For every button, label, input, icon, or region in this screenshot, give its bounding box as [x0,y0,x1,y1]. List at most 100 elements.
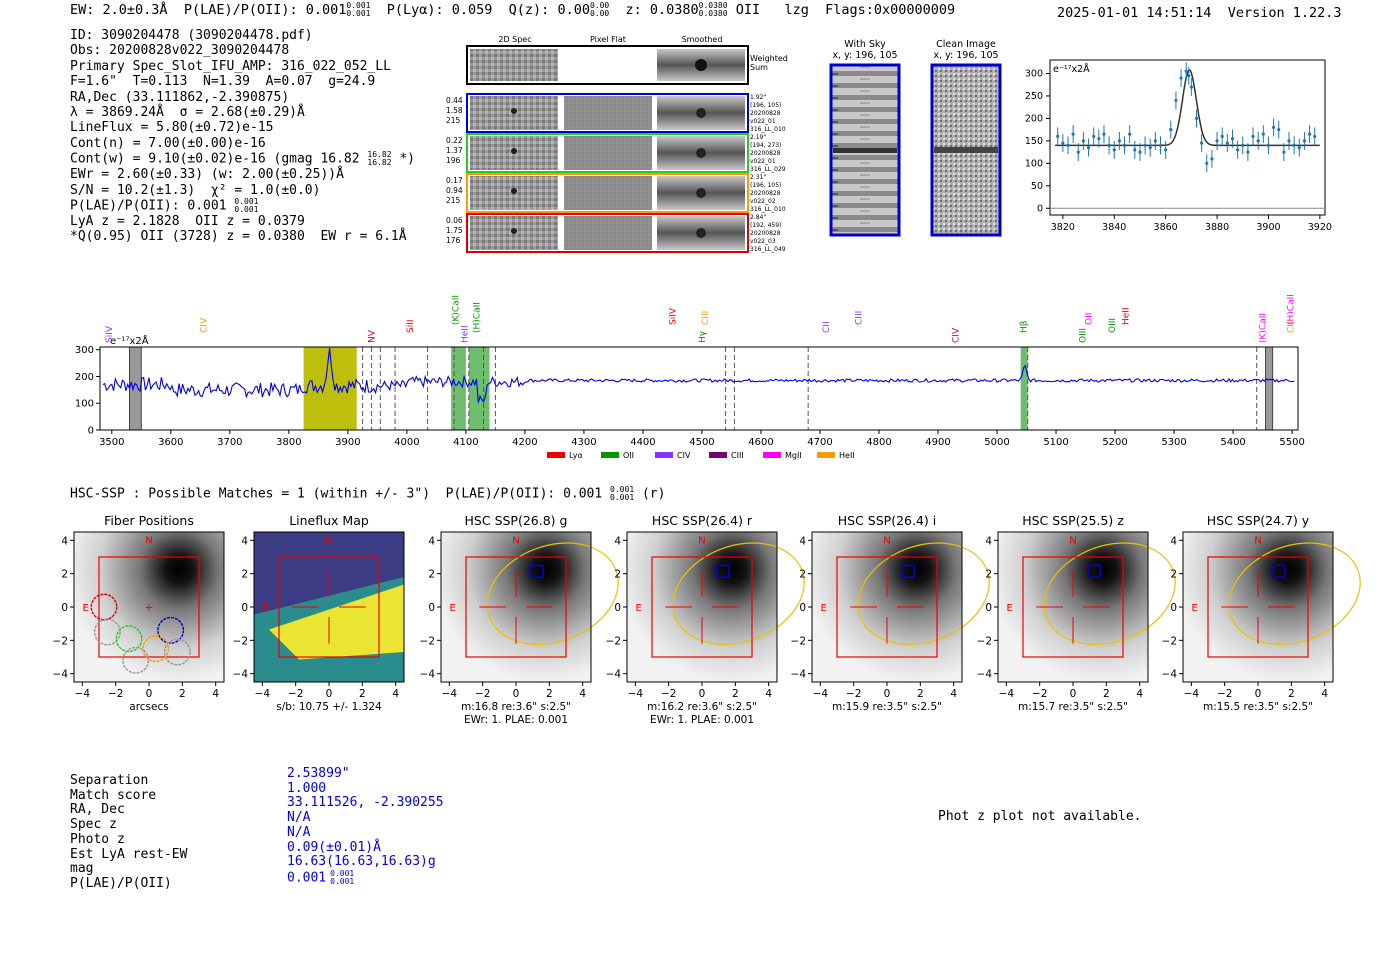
stamp-aperture-ellipse [1043,542,1176,645]
cutout-row-pixelflat [564,216,652,250]
cutout-row-left-value: 1.75 [446,226,463,235]
fit-data-point [1302,139,1307,143]
fit-data-point [1169,128,1173,132]
image-stamps: Fiber Positions + N E −4 −4 −2 −2 0 0 2 2 4 4 arcsecs L… [53,513,1361,725]
stamp-x-tick-label: −2 [288,688,303,700]
fit-data-point [1164,148,1168,152]
spectrum-line-label: CIV [199,317,209,333]
info-contw-sup: 16.82 [367,150,392,160]
stamp-aperture-ellipse [1228,542,1361,645]
fit-data-point [1271,125,1276,129]
stamp-north-label: N [512,536,519,547]
weighted-sum-label-2: Sum [750,63,768,72]
spectrum-x-tick-label: 5500 [1279,437,1304,448]
stamp-aperture-ellipse [672,542,805,645]
match-value: 33.111526, -2.390255 [287,795,444,811]
stamp-y-tick-label: 2 [614,569,621,581]
cutout-row-right-value: 2.84" [750,214,766,221]
header-lzg: lzg [784,2,809,18]
stamp-x-tick-label: 4 [1136,688,1143,700]
fiber-circle [93,618,121,646]
cutout-row-left-value: 0.94 [446,186,463,195]
stamp-y-tick-label: 0 [241,602,248,614]
stamp-x-tick-label: −2 [846,688,861,700]
fiber-circle [115,625,143,653]
cutout-row-pixelflat [564,136,652,170]
fit-data-point [1158,143,1163,147]
info-id: ID: 3090204478 (3090204478.pdf) [70,28,313,43]
header-z-sup: 0.0380 [698,1,728,10]
cutout-header-smoothed: Smoothed [682,35,723,44]
fit-data-point [1174,98,1178,103]
spectrum-x-tick-label: 4700 [807,437,832,448]
info-q: *Q(0.95) OII (3728) z = 0.0380 EW r = 6.… [70,229,407,245]
stamp-x-tick-label: 2 [1103,688,1110,700]
info-contn: Cont(n) = 7.00(±0.00)e-16 [70,135,266,151]
spectrum-highlight-band [451,347,466,430]
cutout-header-pixelflat: Pixel Flat [590,35,626,44]
stamp-y-tick-label: −4 [1162,669,1178,681]
hsc-summary-text: HSC-SSP : Possible Matches = 1 (within +… [70,486,603,502]
cutout-row-right-value: 20200828 [750,190,781,197]
stamp-y-tick-label: 4 [1170,535,1177,547]
cutout-row-peak [511,148,517,154]
stamp-y-tick-label: −4 [977,669,993,681]
stamp-y-tick-label: 0 [61,602,68,614]
clean-image-coords: x, y: 196, 105 [933,50,998,61]
stamp-match-box [1087,564,1101,579]
spectrum-legend-label: CIII [731,451,744,460]
fit-data-point [1143,143,1147,147]
match-labels: Separation Match score RA, Dec Spec z Photo … [70,773,187,892]
match-value: 0.001 0.001 0.001 [287,868,355,886]
stamp-x-tick-label: 0 [513,688,520,700]
cutout-row-right-value: v022_03 [750,238,776,245]
fit-data-point [1056,134,1060,138]
spectrum-gap-bar [129,346,142,431]
match-values: 2.53899" 1.000 33.111526, -2.390255 N/A N/A 0… [287,766,444,886]
match-label: mag [70,861,94,877]
stamp-y-tick-label: −4 [791,669,807,681]
fit-data-point [1282,150,1286,154]
info-contw-end: *) [391,151,415,167]
stamp-match-box [530,564,544,579]
spectrum-line-label: CII [1286,321,1296,333]
stamp-x-tick-label: 2 [359,688,366,700]
header-timestamp: 2025-01-01 14:51:14 [1057,5,1212,21]
fit-unit-label: e⁻¹⁷x2Å [1053,63,1090,75]
spectrum-line-label: SiIV [668,307,678,325]
stamp-x-tick-label: −4 [1184,688,1200,700]
line-fit-chart: 3820 3840 3860 3880 3900 3920 0 50 100 150 200 250 3… [1025,59,1332,233]
info-radec: RA,Dec (33.111862,-2.390875) [70,89,290,105]
cutout-row-pixelflat [564,176,652,210]
cutout-row-right-value: 2.31" [750,174,766,181]
stamp-y-tick-label: −2 [977,635,992,647]
stamp-cutout-box [651,556,753,658]
stamp-x-tick-label: 0 [146,688,153,700]
stamp-y-tick-label: 0 [428,602,435,614]
info-plae-row: P(LAE)/P(OII): 0.001 0.001 0.001 [70,198,415,214]
cutout-row-left-value: 0.06 [446,216,463,225]
fit-y-tick-label: 100 [1025,158,1043,169]
cutout-row-left-value: 1.58 [446,106,463,115]
stamp-x-tick-label: 0 [326,688,333,700]
fit-data-point [1215,139,1219,143]
cutout-row-right-value: 1.92" [750,94,766,101]
stamp-title: HSC SSP(24.7) y [1207,513,1310,528]
weighted-sum-2dspec [470,49,558,81]
cutout-row-right-value: v022_01 [750,118,776,125]
match-value: 1.000 [287,780,327,796]
spectrum-x-tick-label: 3500 [99,437,124,448]
cutout-row-left-value: 215 [446,116,461,125]
spectrum-legend-label: HeII [839,451,855,460]
cutout-row-pixelflat [564,96,652,130]
stamp-y-tick-label: 4 [614,535,621,547]
fit-data-point [1307,132,1312,136]
spectrum-x-tick-label: 4300 [571,437,596,448]
fit-data-point [1210,157,1214,161]
stamp-y-tick-label: 2 [1170,569,1177,581]
lineflux-map-hotspot [269,584,404,660]
cutout-row-left-value: 176 [446,236,461,245]
info-plae-sup: 0.001 [234,197,259,207]
stamp-y-tick-label: 2 [61,569,68,581]
